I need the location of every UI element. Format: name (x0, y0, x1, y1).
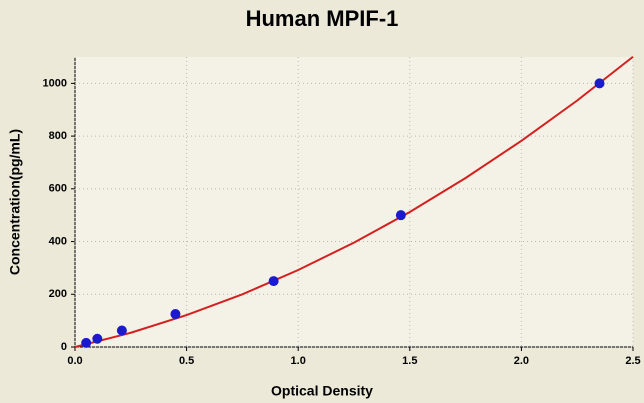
data-point (268, 276, 279, 287)
data-point (92, 333, 103, 344)
data-point (116, 325, 127, 336)
data-point (170, 309, 181, 320)
y-tick-label: 400 (49, 235, 67, 247)
chart-title: Human MPIF-1 (246, 6, 399, 31)
data-point (594, 78, 605, 89)
y-tick-label: 0 (61, 341, 67, 353)
x-tick-label: 2.5 (625, 355, 640, 367)
x-axis-title: Optical Density (271, 383, 373, 399)
x-tick-label: 1.0 (291, 355, 306, 367)
x-tick-label: 1.5 (402, 355, 417, 367)
y-tick-label: 1000 (43, 77, 67, 89)
x-tick-label: 0.0 (67, 355, 82, 367)
x-tick-label: 0.5 (179, 355, 194, 367)
x-tick-label: 2.0 (514, 355, 529, 367)
data-point (395, 210, 406, 221)
y-axis-title: Concentration(pg/mL) (7, 129, 23, 275)
plot-area (75, 57, 633, 347)
fit-curve (74, 55, 634, 348)
y-tick-label: 800 (49, 130, 67, 142)
y-tick-label: 200 (49, 288, 67, 300)
data-point (81, 337, 92, 348)
y-tick-label: 600 (49, 183, 67, 195)
